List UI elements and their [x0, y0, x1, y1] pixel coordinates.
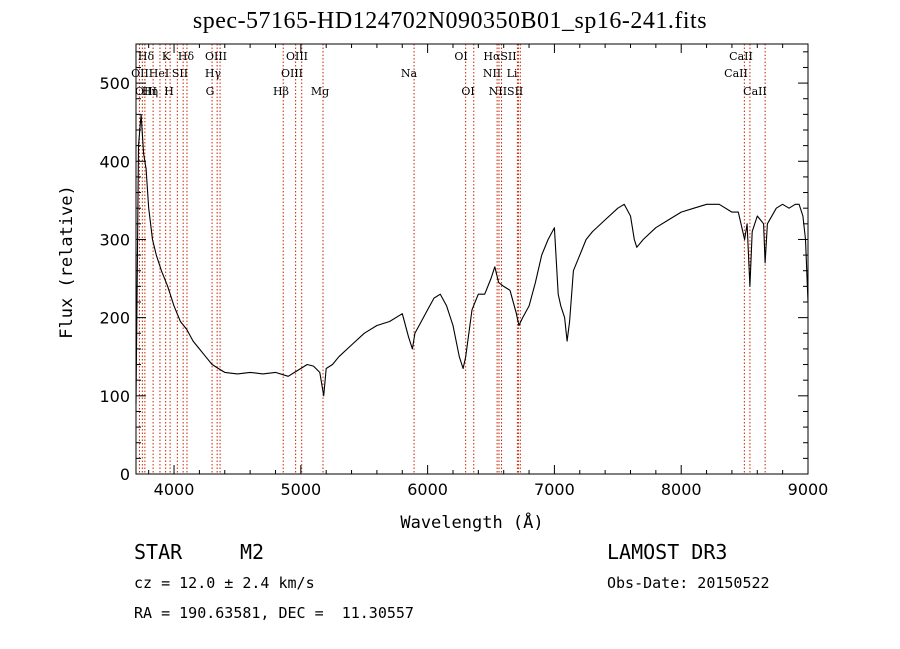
- line-label: OII: [131, 67, 149, 80]
- coordinates: RA = 190.63581, DEC = 11.30557: [134, 604, 414, 622]
- line-label: Na: [401, 67, 418, 80]
- survey-name: LAMOST DR3: [607, 540, 728, 564]
- line-label: CaII: [743, 85, 767, 98]
- redshift-cz: cz = 12.0 ± 2.4 km/s: [134, 574, 315, 592]
- y-tick-label: 0: [120, 465, 130, 484]
- line-label: OI: [461, 85, 474, 98]
- x-axis-label: Wavelength (Å): [400, 511, 543, 533]
- y-tick-label: 400: [99, 152, 130, 171]
- y-tick-label: 500: [99, 74, 130, 93]
- line-label: Li: [507, 67, 518, 80]
- emission-line-labels: Hδ K Hδ OIII OIII OI HαSII CaII OII HeI SII Hγ OIII N…: [131, 50, 767, 98]
- x-tick-label: 6000: [407, 480, 448, 499]
- line-label: Hγ: [205, 67, 222, 80]
- line-label: G: [206, 85, 215, 98]
- x-tick-label: 4000: [154, 480, 195, 499]
- spectrum-series: [135, 113, 809, 404]
- y-axis-label: Flux (relative): [57, 185, 77, 339]
- y-tick-label: 300: [99, 230, 130, 249]
- line-label: Hδ: [138, 50, 155, 63]
- line-label: NIISII: [489, 85, 524, 98]
- line-label: NII: [483, 67, 501, 80]
- spectral-subclass: M2: [240, 540, 265, 564]
- line-label: OIII: [281, 67, 303, 80]
- emission-line-markers: [138, 44, 766, 474]
- y-tick-label: 200: [99, 309, 130, 328]
- line-label: CaII: [724, 67, 748, 80]
- y-tick-label: 100: [99, 387, 130, 406]
- axis-ticks: 4000 5000 6000 7000 8000 9000 0 100 200 300 400 500: [99, 44, 828, 499]
- line-label: OIII: [205, 50, 227, 63]
- line-label: K: [162, 50, 171, 63]
- line-label: Mg: [311, 85, 329, 98]
- plot-axes: [135, 43, 809, 475]
- chart-title: spec-57165-HD124702N090350B01_sp16-241.f…: [192, 8, 708, 34]
- line-label: HαSII: [483, 50, 516, 63]
- line-label: CaII: [729, 50, 753, 63]
- line-label: Hδ: [178, 50, 195, 63]
- line-label: Hβ: [273, 85, 289, 98]
- line-label: OIII: [135, 85, 157, 98]
- x-tick-label: 7000: [534, 480, 575, 499]
- x-tick-label: 9000: [788, 480, 829, 499]
- line-label: Hη: [142, 85, 158, 98]
- x-tick-label: 8000: [661, 480, 702, 499]
- observation-date: Obs-Date: 20150522: [607, 574, 770, 592]
- spectrum-line: [135, 113, 809, 404]
- line-label: OI: [454, 50, 467, 63]
- line-label: SII: [172, 67, 188, 80]
- plot-frame: [135, 43, 809, 475]
- line-label: HeI: [149, 67, 169, 80]
- object-class: STAR: [134, 540, 183, 564]
- x-tick-label: 5000: [280, 480, 321, 499]
- line-label: H: [164, 85, 174, 98]
- line-label: OIII: [286, 50, 308, 63]
